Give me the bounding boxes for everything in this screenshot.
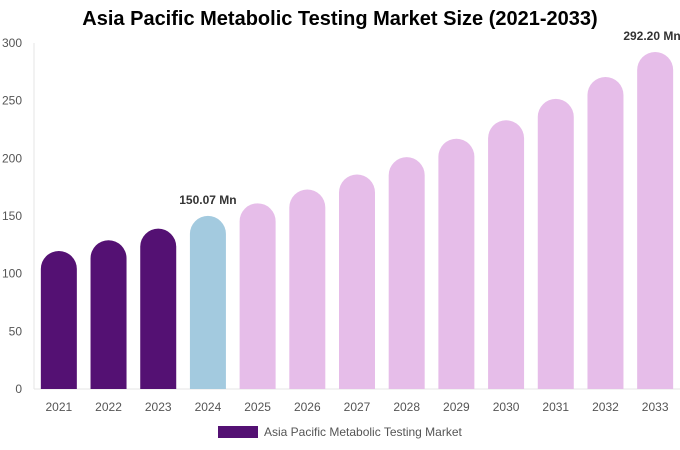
x-tick-label: 2025	[244, 400, 271, 414]
y-tick-label: 200	[2, 151, 22, 165]
bar-2027	[339, 174, 375, 389]
bar-2030	[488, 120, 525, 389]
legend-swatch	[218, 426, 258, 438]
data-label-2024: 150.07 Mn	[179, 193, 236, 207]
bar-2023	[140, 228, 177, 389]
bar-2021	[40, 250, 77, 389]
bar-2032	[587, 77, 624, 389]
x-tick-label: 2023	[145, 400, 172, 414]
y-tick-label: 100	[2, 267, 22, 281]
y-tick-label: 0	[15, 382, 22, 396]
y-tick-label: 300	[2, 36, 22, 50]
bar-2031	[537, 98, 574, 389]
bar-2028	[388, 157, 425, 389]
y-tick-label: 150	[2, 209, 22, 223]
x-tick-label: 2030	[493, 400, 520, 414]
y-tick-label: 250	[2, 94, 22, 108]
legend-label: Asia Pacific Metabolic Testing Market	[264, 425, 462, 439]
x-tick-label: 2022	[95, 400, 122, 414]
x-tick-label: 2027	[344, 400, 371, 414]
bar-2024	[189, 215, 226, 389]
bar-2026	[289, 189, 326, 389]
x-tick-label: 2028	[393, 400, 420, 414]
bar-2029	[438, 138, 475, 389]
bar-2025	[239, 203, 276, 389]
x-tick-label: 2026	[294, 400, 321, 414]
x-tick-label: 2029	[443, 400, 470, 414]
x-tick-label: 2031	[542, 400, 569, 414]
bar-2033	[637, 51, 674, 389]
legend: Asia Pacific Metabolic Testing Market	[218, 425, 462, 439]
bar-2022	[90, 240, 127, 389]
chart-title: Asia Pacific Metabolic Testing Market Si…	[82, 8, 598, 30]
x-tick-label: 2021	[45, 400, 72, 414]
x-tick-label: 2024	[195, 400, 222, 414]
data-label-2033: 292.20 Mn	[623, 29, 680, 43]
y-tick-label: 50	[9, 324, 23, 338]
x-tick-label: 2033	[642, 400, 669, 414]
x-tick-label: 2032	[592, 400, 619, 414]
